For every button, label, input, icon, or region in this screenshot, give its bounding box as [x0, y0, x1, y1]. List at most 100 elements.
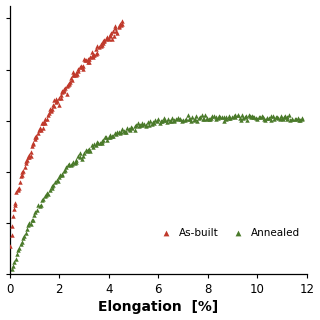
Annealed [43, 192, 48, 197]
Annealed [224, 116, 229, 122]
Annealed [159, 118, 164, 124]
Annealed [249, 114, 254, 119]
Annealed [25, 223, 30, 228]
As-built [19, 173, 24, 179]
Annealed [276, 116, 281, 121]
Annealed [151, 120, 156, 125]
As-built [35, 131, 40, 136]
As-built [86, 56, 92, 61]
Annealed [68, 162, 73, 167]
As-built [15, 187, 20, 192]
Annealed [127, 127, 132, 132]
As-built [89, 50, 94, 55]
Annealed [120, 126, 125, 131]
As-built [71, 73, 76, 78]
As-built [94, 47, 99, 52]
Annealed [280, 116, 285, 121]
Annealed [108, 134, 113, 139]
Annealed [88, 148, 93, 153]
Annealed [255, 116, 260, 121]
Annealed [66, 161, 71, 166]
Annealed [278, 113, 283, 118]
Annealed [43, 194, 48, 199]
Annealed [135, 120, 140, 125]
As-built [116, 23, 121, 28]
Annealed [262, 117, 268, 123]
Annealed [20, 239, 25, 244]
Annealed [195, 118, 200, 124]
As-built [56, 102, 61, 108]
Annealed [46, 192, 51, 197]
Annealed [35, 202, 40, 207]
Annealed [196, 115, 202, 120]
Annealed [244, 117, 249, 122]
Annealed [185, 113, 190, 118]
Annealed [235, 112, 240, 117]
Annealed [266, 115, 271, 120]
Annealed [252, 115, 257, 120]
As-built [21, 169, 26, 174]
Annealed [76, 154, 81, 159]
Annealed [292, 116, 297, 121]
As-built [27, 152, 32, 157]
As-built [80, 65, 85, 70]
Annealed [16, 248, 21, 253]
Annealed [270, 114, 276, 119]
Annealed [226, 114, 231, 119]
Annealed [299, 116, 304, 121]
Annealed [30, 217, 36, 222]
As-built [62, 86, 67, 91]
Annealed [187, 117, 192, 122]
As-built [64, 84, 69, 89]
Annealed [130, 125, 135, 130]
Annealed [9, 266, 14, 271]
Annealed [119, 130, 124, 135]
As-built [38, 128, 43, 133]
Annealed [12, 259, 17, 264]
As-built [45, 113, 51, 118]
As-built [116, 24, 121, 29]
As-built [114, 28, 119, 34]
Annealed [166, 117, 171, 122]
As-built [78, 65, 83, 70]
Annealed [132, 128, 137, 133]
Annealed [277, 117, 282, 122]
Annealed [17, 245, 22, 251]
Annealed [11, 263, 16, 268]
As-built [81, 57, 86, 62]
Annealed [129, 125, 134, 130]
As-built [36, 127, 41, 132]
As-built [55, 99, 60, 104]
Annealed [133, 122, 139, 127]
As-built [54, 99, 59, 104]
Annealed [184, 116, 189, 121]
Annealed [14, 251, 19, 256]
As-built [91, 52, 96, 57]
Annealed [198, 114, 203, 119]
As-built [58, 96, 63, 101]
Annealed [124, 130, 129, 135]
As-built [61, 88, 66, 93]
Annealed [91, 145, 96, 150]
Annealed [91, 141, 96, 147]
As-built [20, 169, 25, 174]
Annealed [213, 116, 219, 122]
As-built [112, 24, 117, 29]
Annealed [175, 115, 180, 120]
Annealed [33, 209, 38, 214]
Annealed [80, 154, 85, 159]
Annealed [140, 122, 145, 127]
Annealed [109, 133, 115, 138]
As-built [75, 72, 80, 77]
As-built [40, 125, 45, 130]
As-built [13, 203, 18, 208]
As-built [43, 116, 48, 121]
Annealed [40, 196, 45, 201]
Annealed [20, 235, 25, 240]
As-built [31, 142, 36, 147]
As-built [93, 51, 98, 56]
Annealed [231, 114, 236, 119]
Annealed [78, 151, 83, 156]
Annealed [232, 115, 237, 120]
Annealed [239, 113, 244, 118]
